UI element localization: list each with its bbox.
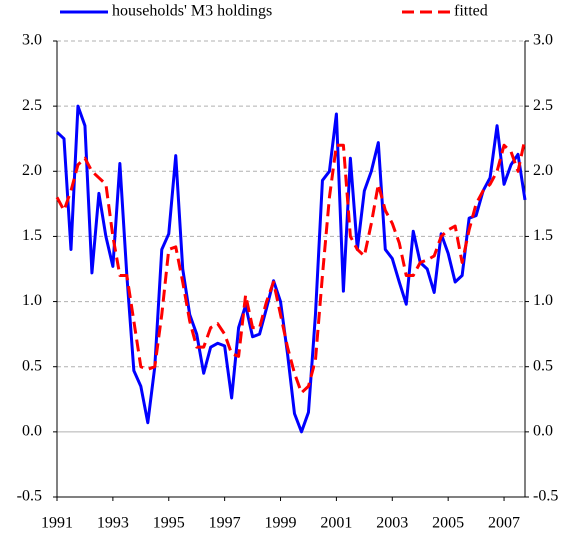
y-tick-label: 2.0 — [22, 162, 42, 179]
y-tick-label: 1.0 — [22, 292, 42, 309]
y2-tick-label: 0.5 — [533, 357, 553, 374]
y-tick-label: 0.5 — [22, 357, 42, 374]
y-tick-label: 2.5 — [22, 97, 42, 114]
x-tick-label: 2003 — [376, 515, 408, 532]
y-tick-label: 1.5 — [22, 227, 42, 244]
x-tick-label: 1997 — [209, 515, 241, 532]
legend-label: households' M3 holdings — [112, 3, 272, 20]
series-line — [55, 138, 527, 395]
y2-tick-label: 1.5 — [533, 227, 553, 244]
series-line — [55, 104, 527, 434]
y-tick-label: -0.5 — [17, 488, 42, 505]
legend-label: fitted — [454, 3, 488, 20]
y2-tick-label: 2.0 — [533, 162, 553, 179]
y2-tick-label: 2.5 — [533, 97, 553, 114]
x-tick-label: 2005 — [432, 515, 464, 532]
x-tick-label: 1991 — [41, 515, 73, 532]
y-tick-label: 0.0 — [22, 423, 42, 440]
y-tick-label: 3.0 — [22, 32, 42, 49]
y2-tick-label: 3.0 — [533, 32, 553, 49]
x-tick-label: 1993 — [97, 515, 129, 532]
y2-tick-label: -0.5 — [533, 488, 558, 505]
x-tick-label: 1999 — [265, 515, 297, 532]
x-tick-label: 1995 — [153, 515, 185, 532]
x-tick-label: 2007 — [488, 515, 520, 532]
x-tick-label: 2001 — [320, 515, 352, 532]
y2-tick-label: 0.0 — [533, 423, 553, 440]
y2-tick-label: 1.0 — [533, 292, 553, 309]
